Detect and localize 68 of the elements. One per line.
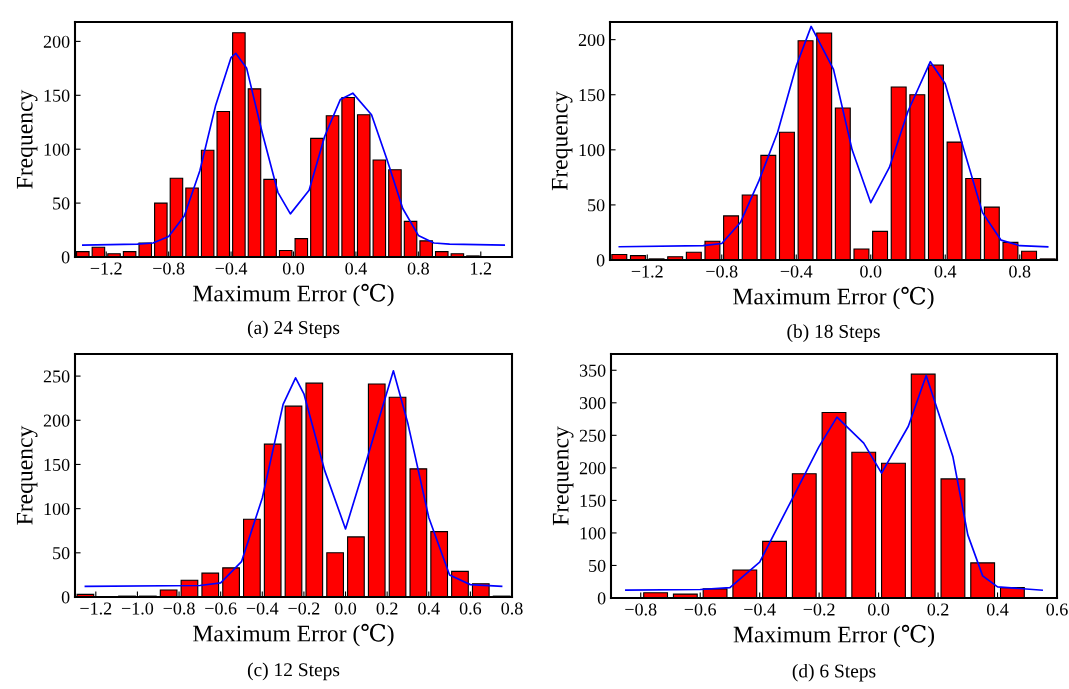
x-tick-label: 0.4 [986,603,1009,616]
x-tick-label: −0.2 [288,602,320,615]
x-tick-label: −0.4 [246,602,279,615]
y-tick-label: 150 [580,494,606,507]
x-axis-title: Maximum Error (℃) [733,624,935,648]
text: (b) 18 Steps [787,324,880,342]
y-tick-label: 250 [579,429,606,442]
y-axis-title: Frequency [16,425,38,525]
y-tick-label: 200 [43,35,70,48]
x-tick-label: 0.8 [407,262,429,275]
y-tick-label: 150 [579,88,605,102]
x-tick-label: −1.2 [90,262,122,275]
x-tick-label: −0.6 [684,603,717,616]
y-tick-label: 100 [579,144,605,157]
y-tick-label: 0 [61,591,70,604]
x-tick-label: 0.6 [459,602,482,615]
y-tick-label: 100 [44,143,70,156]
text: (c) 12 Steps [247,662,340,681]
x-tick-label: −0.2 [803,603,835,616]
y-tick-label: 300 [579,397,606,410]
y-tick-label: 100 [44,502,70,516]
y-tick-label: 150 [44,89,70,102]
y-tick-label: 50 [53,197,70,210]
y-tick-label: 200 [579,462,606,475]
x-tick-label: −0.4 [744,603,776,616]
y-tick-label: 0 [61,251,70,264]
x-tick-label: 0.4 [418,602,440,615]
y-tick-label: 150 [44,458,70,471]
x-tick-label: 0.6 [1046,603,1068,616]
x-tick-label: 0.8 [501,602,523,615]
x-tick-label: 0.0 [282,262,305,275]
y-axis-title: Frequency [551,91,573,191]
y-tick-label: 50 [588,199,605,212]
y-tick-label: 50 [53,547,70,560]
x-tick-label: 0.0 [868,603,890,616]
y-tick-label: 200 [43,414,70,427]
x-tick-label: −0.4 [215,262,248,275]
x-tick-label: −0.8 [706,265,738,278]
y-axis-title: Frequency [16,89,38,189]
x-axis-title: Maximum Error (℃) [193,623,394,647]
text: (d) 6 Steps [792,663,876,682]
x-tick-label: −1.0 [121,602,154,615]
y-tick-label: 50 [589,559,606,572]
x-tick-label: −0.4 [780,265,813,278]
x-tick-label: −0.8 [153,262,185,275]
x-tick-label: 0.2 [927,603,949,616]
x-tick-label: 0.4 [934,265,957,278]
x-tick-label: 1.2 [471,262,492,275]
x-tick-label: 0.0 [334,602,357,615]
y-axis-title: Frequency [552,426,574,526]
x-tick-label: 0.2 [376,602,398,615]
y-tick-label: 0 [597,592,606,605]
x-tick-label: 0.4 [345,262,367,275]
x-tick-label: −1.2 [631,265,663,278]
x-axis-title: Maximum Error (℃) [733,286,934,310]
y-tick-label: 200 [578,33,605,47]
y-tick-label: 250 [43,370,70,383]
x-axis-title: Maximum Error (℃) [193,283,394,307]
y-tick-label: 350 [579,364,606,377]
y-tick-label: 0 [596,254,605,267]
y-tick-label: 100 [580,527,606,540]
x-tick-label: 0.8 [1009,265,1031,278]
x-tick-label: −1.2 [80,602,112,615]
x-tick-label: −0.8 [163,602,195,615]
x-tick-label: −0.6 [205,602,237,615]
x-tick-label: 0.0 [860,265,882,278]
x-tick-label: −0.8 [625,603,657,616]
text: (a) 24 Steps [247,320,340,339]
